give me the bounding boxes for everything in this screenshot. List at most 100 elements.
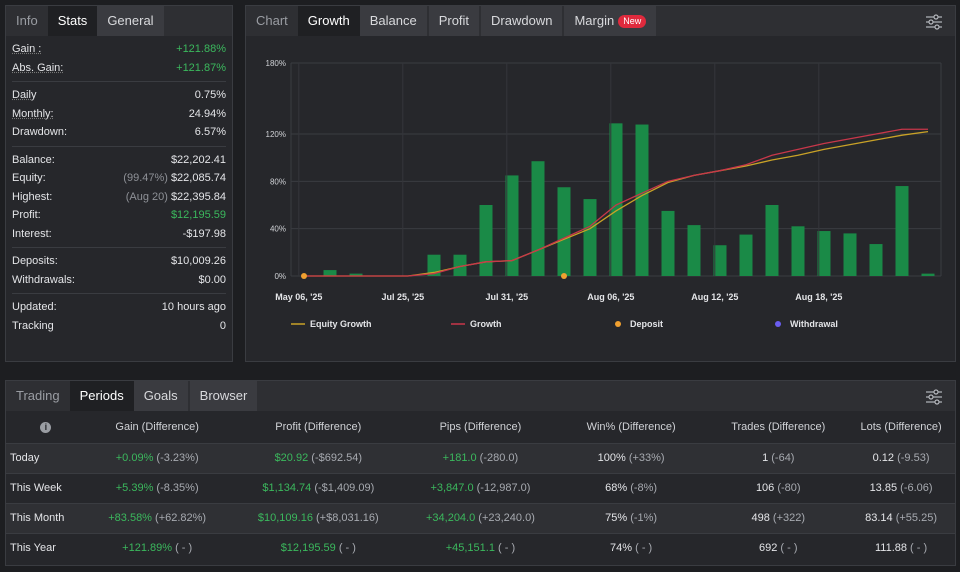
stat-value: $10,009.26 — [170, 255, 226, 268]
cell-value: 111.88 — [874, 542, 907, 555]
cell-difference: (-$1,409.09) — [314, 482, 375, 494]
tab-margin[interactable]: Margin New — [564, 6, 657, 36]
tab-label: Goals — [143, 388, 178, 403]
cell-value: 13.85 — [869, 482, 898, 494]
cell-value: 68% — [605, 482, 628, 494]
tab-periods[interactable]: Periods — [69, 381, 134, 411]
deposit-marker — [561, 273, 567, 279]
stat-value-wrap: $22,202.41 — [171, 154, 226, 166]
tab-drawdown[interactable]: Drawdown — [481, 6, 563, 36]
stat-drawdown: Drawdown: 6.57% — [12, 123, 226, 142]
cell-value: 106 — [755, 482, 775, 494]
stats-tab-bar: Info Stats General — [6, 6, 232, 36]
tab-info[interactable]: Info — [6, 6, 48, 36]
tab-goals[interactable]: Goals — [133, 381, 188, 411]
legend-swatch — [775, 321, 781, 327]
info-icon[interactable]: i — [40, 421, 52, 433]
column-header[interactable]: Pips (Difference) — [408, 411, 553, 443]
column-header[interactable]: Win% (Difference) — [552, 411, 710, 443]
tab-stats[interactable]: Stats — [47, 6, 98, 36]
legend-label[interactable]: Growth — [470, 319, 502, 329]
stat-value: 0.75% — [194, 89, 226, 102]
cell-difference: (-6.06) — [900, 482, 933, 494]
table-cell: +181.0 (-280.0) — [408, 442, 553, 473]
tab-browser[interactable]: Browser — [189, 381, 258, 411]
cell-difference: (-8%) — [630, 482, 658, 494]
stat-label: Profit: — [12, 209, 41, 222]
stat-value-wrap: 6.57% — [195, 126, 226, 138]
tab-general[interactable]: General — [97, 6, 164, 36]
table-row: This Month +83.58% (+62.82%) $10,109.16 (+… — [6, 502, 955, 533]
stat-label: Deposits: — [12, 255, 58, 268]
table-cell: 1 (-64) — [709, 442, 848, 473]
cell-value: $20.92 — [274, 452, 309, 464]
tab-trading[interactable]: Trading — [6, 381, 70, 411]
cell-value: +45,151.1 — [445, 542, 495, 555]
tab-label: General — [107, 13, 154, 28]
new-badge: New — [618, 15, 647, 28]
period-label: Today — [6, 442, 86, 473]
stat-value: 6.57% — [194, 126, 226, 139]
stat-value: -$197.98 — [182, 227, 226, 240]
column-header[interactable]: Gain (Difference) — [85, 411, 229, 443]
tab-profit[interactable]: Profit — [428, 6, 480, 36]
growth-bar — [791, 226, 805, 276]
cell-value: 74% — [610, 542, 633, 555]
growth-bar — [479, 205, 493, 276]
growth-bar — [635, 124, 649, 277]
tab-label: Periods — [79, 388, 124, 403]
table-cell: 498 (+322) — [709, 502, 848, 533]
cell-difference: (-$692.54) — [311, 452, 363, 464]
cell-difference: ( - ) — [780, 542, 798, 555]
cell-difference: ( - ) — [910, 542, 928, 555]
cell-difference: ( - ) — [175, 542, 193, 555]
growth-bar — [609, 123, 623, 276]
period-label: This Month — [6, 502, 86, 533]
sliders-icon[interactable] — [925, 14, 943, 30]
sliders-icon[interactable] — [925, 389, 943, 405]
table-cell: +3,847.0 (-12,987.0) — [408, 472, 553, 503]
stat-value-wrap: $0.00 — [198, 274, 226, 286]
tab-label: Balance — [369, 13, 417, 28]
legend-label[interactable]: Withdrawal — [790, 319, 838, 329]
tab-balance[interactable]: Balance — [359, 6, 427, 36]
stat-value: 10 hours ago — [161, 301, 226, 314]
growth-line — [304, 128, 928, 277]
legend-label[interactable]: Deposit — [630, 319, 663, 329]
stat-value-wrap: 10 hours ago — [162, 301, 226, 313]
cell-difference: (+33%) — [628, 452, 665, 464]
stat-value-wrap: +121.88% — [176, 43, 226, 55]
stat-value-wrap: 0.75% — [195, 89, 226, 101]
tab-chart[interactable]: Chart — [246, 6, 298, 36]
divider — [12, 145, 226, 147]
table-cell: 111.88 ( - ) — [847, 532, 955, 563]
growth-bar — [661, 210, 675, 276]
column-header[interactable]: Trades (Difference) — [709, 411, 848, 443]
legend-label[interactable]: Equity Growth — [310, 319, 372, 329]
x-tick-label: May 06, '25 — [275, 292, 322, 302]
table-cell: +121.89% ( - ) — [85, 532, 229, 563]
divider — [12, 293, 226, 294]
cell-difference: (-80) — [777, 482, 801, 494]
tab-label: Margin — [574, 13, 615, 28]
cell-value: $12,195.59 — [280, 542, 336, 555]
cell-value: 1 — [762, 452, 769, 464]
periods-panel: Trading Periods Goals Browser i Gain (Differ… — [5, 380, 956, 566]
growth-bar — [869, 244, 883, 276]
cell-value: $10,109.16 — [257, 512, 313, 524]
stat-label: Balance: — [12, 153, 55, 166]
stat-abs-gain: Abs. Gain: +121.87% — [12, 59, 226, 78]
growth-bar — [817, 231, 831, 276]
cell-difference: ( - ) — [498, 542, 516, 555]
tab-label: Trading — [16, 388, 60, 403]
growth-bar — [453, 254, 467, 276]
column-header[interactable]: Profit (Difference) — [228, 411, 409, 443]
tab-label: Stats — [57, 13, 88, 28]
cell-value: +181.0 — [442, 452, 477, 464]
column-header[interactable]: Lots (Difference) — [847, 411, 955, 443]
stat-value-wrap: $12,195.59 — [171, 209, 226, 221]
tab-growth[interactable]: Growth — [297, 6, 360, 36]
stat-value-wrap: +121.87% — [176, 62, 226, 74]
stat-balance: Balance: $22,202.41 — [12, 151, 226, 170]
tab-label: Growth — [307, 13, 350, 28]
